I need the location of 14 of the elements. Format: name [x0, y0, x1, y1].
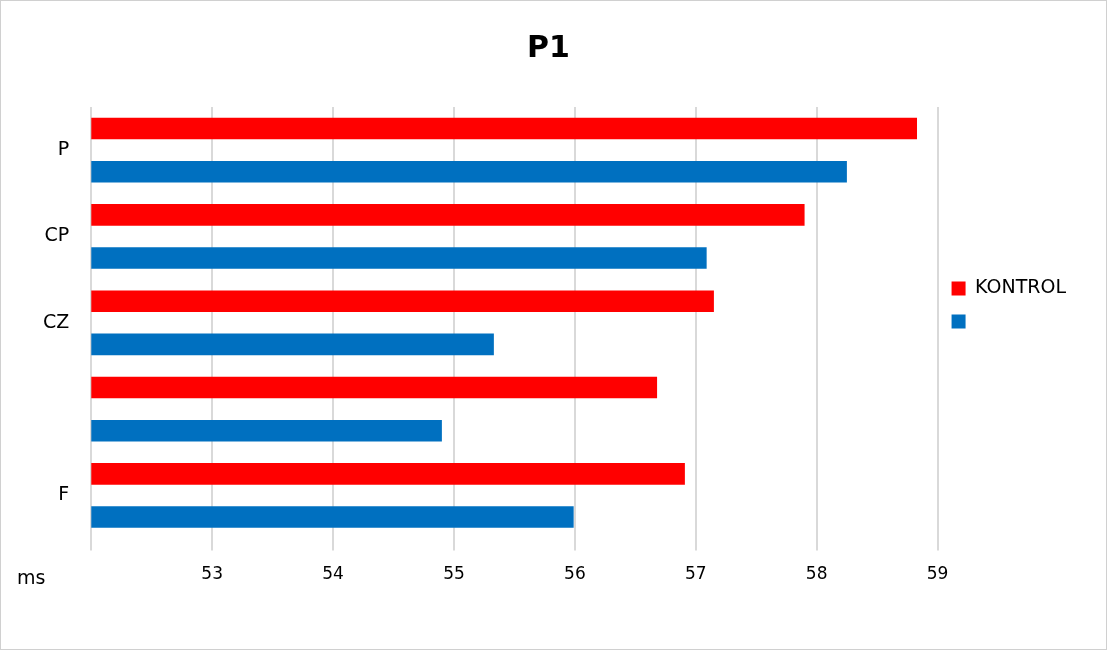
x-tick-label: 56: [564, 563, 586, 584]
x-tick-label: 59: [926, 563, 949, 584]
chart-title: P1: [527, 28, 570, 64]
x-tick-label: 55: [443, 563, 465, 584]
legend-label: KONTROL: [975, 275, 1067, 298]
x-tick-label: 53: [201, 563, 223, 584]
y-tick-label: P: [57, 137, 70, 160]
y-tick-label: CZ: [42, 309, 70, 332]
x-tick-label: 54: [322, 563, 344, 584]
y-tick-label: CP: [44, 223, 70, 246]
x-tick-label: 57: [684, 563, 707, 584]
y-tick-label: F: [58, 482, 70, 505]
x-axis-title: ms: [17, 565, 46, 588]
x-tick-label: 58: [805, 563, 828, 584]
